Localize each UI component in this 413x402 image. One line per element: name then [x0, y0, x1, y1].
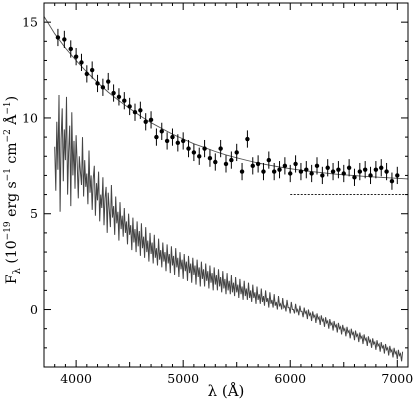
data-point — [159, 129, 164, 134]
data-point — [250, 163, 255, 169]
data-point — [298, 169, 304, 174]
data-point — [288, 171, 293, 176]
data-point — [111, 90, 116, 96]
data-point — [277, 167, 282, 172]
data-point — [138, 108, 143, 113]
data-point — [218, 146, 223, 151]
data-point — [68, 46, 73, 52]
data-point — [170, 134, 175, 140]
data-point — [175, 140, 181, 146]
y-axis-label-exp4: −1 — [3, 101, 13, 114]
x-tick-label: 4000 — [60, 371, 92, 386]
data-point — [341, 171, 346, 176]
data-point — [95, 81, 100, 86]
y-tick-label: 10 — [22, 110, 38, 125]
data-point — [373, 167, 379, 172]
y-axis-label-subscript: λ — [12, 267, 23, 274]
data-point — [336, 167, 341, 172]
data-point — [255, 161, 261, 167]
data-point — [213, 159, 218, 165]
data-point — [379, 165, 384, 170]
x-axis-label: λ (Å) — [208, 382, 245, 400]
y-tick-label: 15 — [22, 15, 38, 30]
data-point — [384, 169, 389, 174]
spectrum-layer — [54, 94, 404, 362]
data-point — [122, 98, 127, 103]
data-point — [368, 173, 373, 178]
data-point — [266, 157, 272, 163]
data-point — [362, 167, 368, 172]
data-point — [293, 161, 298, 167]
x-tick-label: 6000 — [274, 371, 306, 386]
data-point — [84, 71, 90, 77]
y-axis-label-exp1: −19 — [3, 221, 13, 240]
data-point — [148, 117, 154, 123]
data-point — [282, 163, 288, 169]
data-point — [234, 150, 239, 155]
data-point — [62, 37, 67, 42]
data-point — [154, 134, 159, 140]
data-point — [330, 169, 336, 174]
data-point — [100, 85, 106, 90]
data-point — [245, 136, 250, 142]
data-point — [314, 163, 320, 169]
data-point — [202, 146, 207, 151]
points-layer — [55, 28, 400, 190]
data-point — [197, 154, 202, 159]
y-axis-label-close: ) — [4, 96, 20, 101]
data-point — [223, 161, 229, 167]
data-point — [180, 138, 186, 144]
y-tick-label: 0 — [30, 302, 38, 317]
data-point — [395, 173, 400, 178]
data-point — [164, 138, 170, 144]
data-point — [239, 169, 245, 174]
data-point — [304, 167, 309, 172]
y-axis-label: Fλ (10−19 erg s−1 cm−2 Å−1) — [2, 96, 23, 284]
x-tick-label: 7000 — [381, 371, 413, 386]
data-point — [309, 171, 314, 176]
data-point — [79, 60, 84, 65]
plot-area — [44, 3, 408, 367]
y-axis-label-open: (10 — [4, 240, 20, 268]
data-point — [357, 169, 363, 174]
y-axis-label-exp3: −2 — [3, 129, 13, 142]
data-point — [106, 79, 111, 84]
data-point — [261, 169, 266, 174]
data-point — [389, 178, 395, 184]
y-axis-label-mid3: Å — [2, 114, 20, 129]
fit-layer — [43, 16, 409, 180]
data-point — [127, 104, 132, 109]
plot-frame — [43, 2, 409, 368]
data-point — [271, 169, 277, 174]
data-point — [186, 146, 191, 151]
data-point — [55, 35, 61, 40]
data-point — [191, 150, 197, 155]
data-point — [132, 110, 138, 115]
data-point — [320, 173, 325, 178]
fit-curve — [43, 16, 409, 180]
data-point — [143, 119, 148, 124]
y-tick-label: 5 — [30, 206, 38, 221]
data-point — [89, 67, 95, 73]
data-point — [346, 165, 352, 170]
x-tick-label: 5000 — [167, 371, 199, 386]
data-point — [352, 175, 357, 180]
data-point — [207, 155, 213, 161]
data-point — [116, 94, 122, 100]
y-axis-label-mid1: erg s — [4, 181, 20, 221]
y-axis-label-symbol: F — [4, 274, 20, 284]
y-axis-label-mid2: cm — [4, 142, 20, 168]
spectrum-line — [54, 94, 404, 362]
y-axis-label-exp2: −1 — [3, 168, 13, 181]
tick-labels: 4000 5000 6000 7000 0 5 10 15 — [22, 15, 413, 386]
data-point — [229, 157, 234, 163]
data-point — [73, 54, 79, 59]
data-point — [325, 165, 330, 170]
